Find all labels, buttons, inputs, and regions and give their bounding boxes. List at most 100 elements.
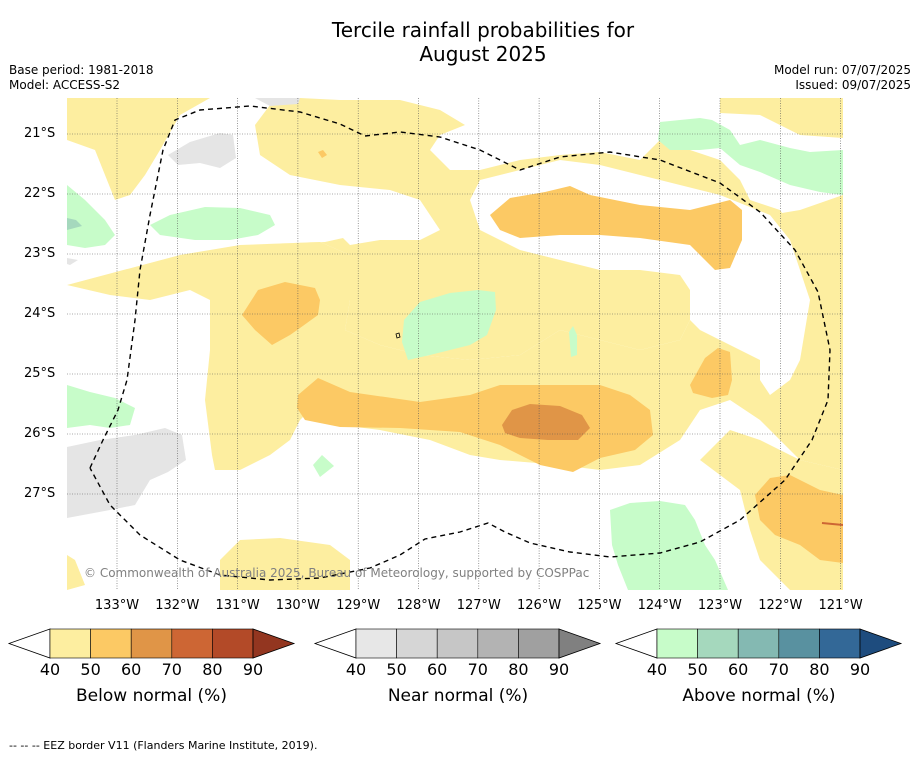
below-50-region-left bbox=[242, 282, 320, 345]
colorbar-left-extend bbox=[7, 628, 51, 659]
colorbar-right-extend bbox=[859, 628, 903, 659]
above-40-region-topleft bbox=[150, 207, 275, 240]
below-40-region-bottom bbox=[220, 538, 350, 590]
colorbar-tick-label: 90 bbox=[242, 660, 264, 679]
lat-label: 26°S bbox=[24, 426, 56, 441]
above-40-region-left bbox=[67, 185, 115, 248]
near-40-region-top bbox=[168, 133, 236, 168]
above-40-region-sliver bbox=[569, 326, 577, 357]
lon-label: 122°W bbox=[758, 598, 803, 613]
colorbar-1 bbox=[313, 628, 602, 659]
lon-label: 121°W bbox=[818, 598, 863, 613]
colorbar-segment bbox=[778, 628, 820, 659]
lat-label: 22°S bbox=[24, 186, 56, 201]
colorbar-right-extend bbox=[558, 628, 602, 659]
lon-label: 127°W bbox=[456, 598, 501, 613]
base-period-text: Base period: 1981-2018 bbox=[9, 63, 154, 77]
near-40-region-topcenter bbox=[255, 98, 300, 106]
near-40-region-bottomleft bbox=[67, 428, 186, 518]
model-run-text: Model run: 07/07/2025 bbox=[773, 63, 911, 77]
colorbar-segment bbox=[212, 628, 254, 659]
above-40-region-center bbox=[402, 290, 496, 360]
lat-label: 25°S bbox=[24, 366, 56, 381]
below-60-region-center bbox=[502, 404, 590, 440]
colorbar-tick-label: 40 bbox=[646, 660, 668, 679]
contour-layer bbox=[67, 98, 843, 590]
colorbar-tick-label: 80 bbox=[202, 660, 223, 679]
title-line-1: Tercile rainfall probabilities for bbox=[331, 18, 635, 42]
colorbar-tick-label: 80 bbox=[508, 660, 529, 679]
lon-label: 124°W bbox=[637, 598, 682, 613]
colorbar-tick-label: 70 bbox=[161, 660, 182, 679]
colorbar-title-below: Below normal (%) bbox=[76, 686, 227, 706]
colorbar-tick-label: 50 bbox=[80, 660, 101, 679]
below-50-region-top bbox=[490, 186, 742, 270]
colorbar-svg bbox=[7, 628, 903, 659]
colorbar-left-extend bbox=[614, 628, 658, 659]
lon-label: 128°W bbox=[396, 598, 441, 613]
colorbar-segment bbox=[355, 628, 397, 659]
below-40-region-big bbox=[67, 195, 843, 470]
below-50-region-lower-right bbox=[755, 475, 843, 563]
colorbar-tick-label: 60 bbox=[121, 660, 142, 679]
lon-label: 126°W bbox=[517, 598, 562, 613]
colorbar-segment bbox=[737, 628, 780, 659]
colorbar-tick-label: 40 bbox=[39, 660, 61, 679]
colorbar-title-above: Above normal (%) bbox=[682, 686, 836, 706]
colorbar-segment bbox=[697, 628, 739, 659]
colorbar-0 bbox=[7, 628, 296, 659]
colorbar-segment bbox=[396, 628, 438, 659]
lon-label: 125°W bbox=[577, 598, 622, 613]
issued-text: Issued: 09/07/2025 bbox=[795, 78, 911, 92]
meta-right: Model run: 07/07/2025 Issued: 09/07/2025 bbox=[774, 63, 911, 93]
lon-label: 123°W bbox=[697, 598, 743, 613]
colorbar-segment bbox=[49, 628, 91, 659]
below-50-region-right bbox=[690, 348, 732, 398]
map-title: Tercile rainfall probabilities for Augus… bbox=[0, 18, 919, 66]
below-50-region-center bbox=[297, 378, 653, 472]
island-outline bbox=[395, 332, 401, 339]
near-40-region-leftdot bbox=[67, 258, 78, 265]
colorbar-title-near: Near normal (%) bbox=[387, 686, 529, 706]
lon-label: 133°W bbox=[94, 598, 140, 613]
title-line-2: August 2025 bbox=[419, 42, 547, 66]
colorbar-segment bbox=[656, 628, 698, 659]
eez-footer-note: -- -- -- EEZ border V11 (Flanders Marine… bbox=[9, 739, 318, 752]
colorbar-segment bbox=[90, 628, 132, 659]
lon-label: 132°W bbox=[155, 598, 200, 613]
colorbar-tick-label: 70 bbox=[768, 660, 789, 679]
lat-label: 24°S bbox=[24, 306, 56, 321]
colorbar-tick-label: 80 bbox=[809, 660, 830, 679]
colorbar-tick-label: 60 bbox=[427, 660, 448, 679]
below-50-dot bbox=[318, 150, 327, 158]
below-60-line-right bbox=[821, 522, 843, 526]
colorbar-tick-label: 40 bbox=[345, 660, 367, 679]
meta-left: Base period: 1981-2018 Model: ACCESS-S2 bbox=[9, 63, 154, 93]
above-40-region-topright bbox=[658, 118, 843, 195]
colorbar-left-extend bbox=[313, 628, 357, 659]
below-40-region-main bbox=[67, 98, 790, 360]
colorbar-tick-label: 50 bbox=[386, 660, 407, 679]
colorbar-tick-label: 90 bbox=[548, 660, 570, 679]
lat-label: 23°S bbox=[24, 246, 56, 261]
colorbar-segment bbox=[518, 628, 560, 659]
colorbar-segment bbox=[819, 628, 861, 659]
colorbar-tick-label: 70 bbox=[467, 660, 488, 679]
model-text: Model: ACCESS-S2 bbox=[9, 78, 121, 92]
below-40-region-leftedge bbox=[67, 555, 85, 590]
above-50-region-left bbox=[67, 218, 82, 230]
colorbar-segment bbox=[171, 628, 213, 659]
lon-label: 130°W bbox=[275, 598, 320, 613]
colorbar-right-extend bbox=[252, 628, 296, 659]
eez-border bbox=[89, 105, 831, 581]
lon-label: 131°W bbox=[215, 598, 260, 613]
copyright-text: © Commonwealth of Australia 2025, Bureau… bbox=[84, 566, 590, 580]
colorbar-segment bbox=[436, 628, 479, 659]
above-40-region-leftlower bbox=[67, 385, 135, 428]
colorbar-tick-label: 90 bbox=[849, 660, 871, 679]
above-40-region-small bbox=[313, 455, 334, 477]
lat-label: 21°S bbox=[24, 126, 56, 141]
below-40-region-topleft bbox=[67, 98, 210, 200]
colorbar-segment bbox=[477, 628, 519, 659]
